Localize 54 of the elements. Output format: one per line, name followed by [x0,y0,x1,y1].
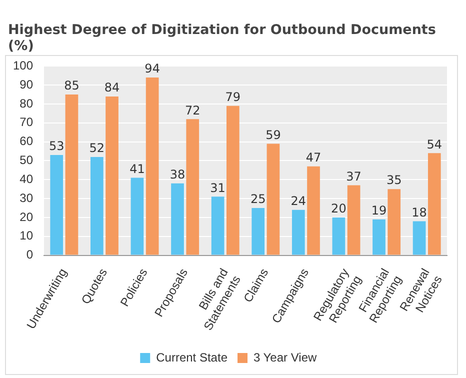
bar [186,119,200,255]
bar [65,94,78,255]
data-label: 38 [170,168,186,182]
bar [372,219,386,255]
y-tick-label: 80 [20,96,34,110]
bar [252,208,265,255]
y-tick-label: 20 [20,210,34,224]
bar [412,221,426,255]
data-label: 47 [306,150,322,165]
data-label: 18 [412,205,427,220]
data-label: 54 [426,137,442,152]
bar [332,217,346,255]
bar [90,156,104,255]
legend-label: Current State [156,350,228,364]
data-label: 72 [184,103,200,118]
y-tick-label: 90 [20,77,34,92]
data-label: 53 [48,139,64,154]
legend-label: 3 Year View [253,350,317,364]
data-label: 24 [290,194,306,208]
bar [292,210,305,255]
y-tick-label: 0 [26,248,34,262]
data-label: 59 [266,128,281,142]
chart-title: Highest Degree of Digitization for Outbound Documents (%) [8,22,437,54]
bar [428,153,441,255]
bar [266,144,280,255]
data-label: 41 [130,162,145,176]
y-tick-label: 100 [12,58,34,73]
data-label: 35 [386,173,402,188]
data-label: 85 [64,78,80,93]
bar [226,106,240,255]
bar [106,96,118,255]
bar [146,78,159,255]
data-label: 25 [250,192,266,206]
y-tick-label: 60 [20,134,34,148]
bar [307,166,320,255]
y-tick-label: 50 [20,153,34,168]
bar [211,196,224,255]
bar [347,185,360,255]
y-tick-label: 40 [20,172,34,186]
y-tick-label: 30 [20,190,34,205]
data-label: 52 [89,141,105,156]
bar [171,183,184,255]
y-tick-label: 70 [20,115,34,130]
bar [388,189,401,255]
data-label: 84 [104,80,120,95]
y-tick-label: 10 [20,228,34,243]
data-label: 20 [331,202,346,216]
data-label: 19 [371,203,387,218]
bar [130,178,144,255]
data-label: 37 [346,169,362,184]
data-label: 31 [210,180,226,195]
bar [50,155,64,255]
data-label: 79 [225,90,241,104]
data-label: 94 [144,62,160,76]
